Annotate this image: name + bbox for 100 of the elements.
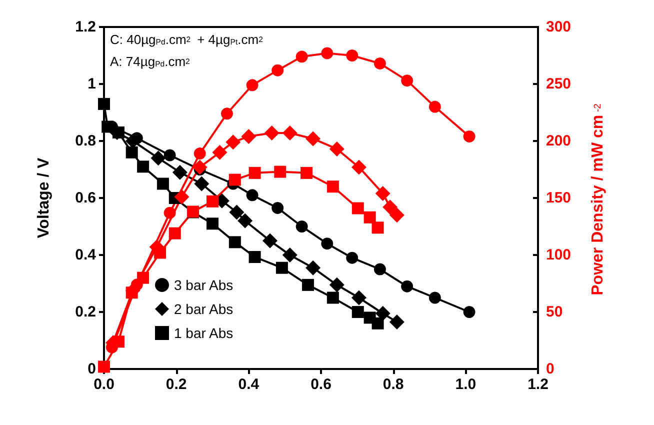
y-tick-label: 0.8 xyxy=(75,132,96,150)
x-tick-label: 0.4 xyxy=(238,376,260,393)
point xyxy=(282,248,298,262)
point xyxy=(228,174,241,186)
point xyxy=(206,218,218,230)
point xyxy=(306,131,321,146)
y2-tick-label: 250 xyxy=(546,76,572,92)
point xyxy=(428,292,441,304)
point xyxy=(112,126,124,138)
point xyxy=(98,360,110,373)
point xyxy=(329,141,344,156)
y2-tick-label: 50 xyxy=(546,304,563,320)
point xyxy=(112,336,124,348)
x-tick-label: 0.6 xyxy=(310,376,332,393)
y2-axis-title: Power Density / mW cm-2 xyxy=(590,103,606,296)
legend-label: 1 bar Abs xyxy=(174,325,234,341)
y2-tick-label: 150 xyxy=(546,190,572,206)
point xyxy=(428,100,441,113)
point xyxy=(156,178,169,190)
point xyxy=(352,306,364,318)
point xyxy=(282,126,298,141)
point xyxy=(351,290,366,306)
point xyxy=(463,306,476,318)
point xyxy=(238,213,253,228)
y2-tick-label: 200 xyxy=(546,132,572,150)
x-tick-label: 0.0 xyxy=(94,376,114,393)
point xyxy=(150,150,166,166)
point xyxy=(274,166,286,178)
point xyxy=(262,233,278,248)
point xyxy=(364,211,376,224)
point xyxy=(137,272,150,284)
point xyxy=(172,164,188,180)
point xyxy=(346,252,358,264)
point xyxy=(374,57,386,70)
y-axis-title: Voltage / V xyxy=(36,157,52,238)
point xyxy=(194,148,206,160)
y2-tick-label: 0 xyxy=(546,360,554,378)
point xyxy=(248,250,261,263)
y-tick-label: 1 xyxy=(88,76,96,92)
point xyxy=(248,166,261,179)
point xyxy=(463,130,476,142)
point xyxy=(206,195,218,208)
x-tick-label: 1.2 xyxy=(528,376,548,393)
point xyxy=(98,98,110,110)
point xyxy=(382,200,398,215)
point xyxy=(246,79,258,92)
point xyxy=(375,186,390,201)
point xyxy=(389,314,404,330)
point xyxy=(246,189,258,202)
y-tick-label: 1.2 xyxy=(75,18,96,36)
point xyxy=(296,50,308,63)
legend-label: 3 bar Abs xyxy=(174,277,234,293)
point xyxy=(276,262,288,274)
point xyxy=(164,206,176,219)
point xyxy=(168,227,181,240)
point xyxy=(401,74,414,87)
point xyxy=(302,278,314,291)
point xyxy=(321,47,334,60)
y2-tick-label: 300 xyxy=(546,18,572,36)
point xyxy=(264,126,280,141)
point xyxy=(321,238,334,250)
point xyxy=(137,160,150,173)
point xyxy=(229,204,244,220)
point xyxy=(296,220,308,232)
point xyxy=(241,128,256,144)
point xyxy=(164,149,176,162)
point xyxy=(326,292,339,304)
point xyxy=(174,189,190,204)
point xyxy=(326,180,339,193)
x-tick-label: 0.8 xyxy=(382,376,404,393)
x-tick-label: 0.2 xyxy=(166,376,187,393)
point xyxy=(102,120,114,133)
point xyxy=(272,202,284,214)
point xyxy=(375,306,390,321)
point xyxy=(329,277,344,292)
point xyxy=(306,260,321,276)
y-tick-label: 0.2 xyxy=(75,304,96,320)
point xyxy=(212,144,228,160)
y-tick-label: 0 xyxy=(88,360,96,378)
point xyxy=(351,160,366,175)
point xyxy=(389,208,404,223)
point xyxy=(374,263,386,276)
point xyxy=(126,286,138,299)
legend-label: 2 bar Abs xyxy=(174,301,234,317)
y-tick-label: 0.4 xyxy=(75,246,97,264)
point xyxy=(372,222,384,234)
point xyxy=(126,146,138,158)
y2-tick-label: 100 xyxy=(546,246,572,264)
y-tick-label: 0.6 xyxy=(75,190,96,206)
point xyxy=(194,176,210,192)
point xyxy=(300,166,313,179)
point xyxy=(372,317,384,330)
point xyxy=(228,236,241,248)
point xyxy=(352,202,364,214)
point xyxy=(154,246,166,259)
point xyxy=(401,280,414,292)
point xyxy=(226,134,241,150)
point xyxy=(192,160,208,175)
point xyxy=(272,64,284,76)
x-tick-label: 1.0 xyxy=(455,376,476,393)
